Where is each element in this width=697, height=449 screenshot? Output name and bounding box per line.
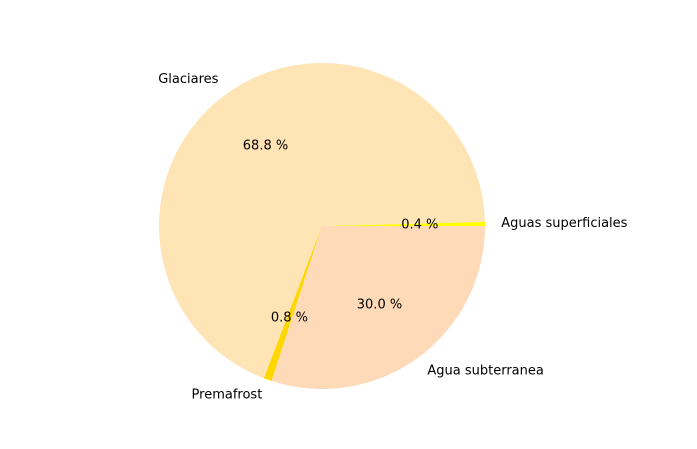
pct-label-aguas-superficiales: 0.4 %: [401, 217, 438, 232]
pct-label-agua-subterranea: 30.0 %: [357, 298, 402, 313]
slice-label-aguas-superficiales: Aguas superficiales: [501, 216, 627, 231]
slice-label-glaciares: Glaciares: [158, 72, 218, 87]
pie-slice-aguas-superficiales: [322, 221, 485, 226]
slice-label-agua-subterranea: Agua subterranea: [427, 364, 543, 379]
pct-label-glaciares: 68.8 %: [243, 139, 288, 154]
pct-label-premafrost: 0.8 %: [271, 311, 308, 326]
pie-slice-agua-subterranea: [271, 226, 485, 390]
pie-slice-premafrost: [263, 226, 322, 382]
pie-slice-glaciares: [158, 62, 485, 379]
pie-labels: Aguas superficiales 0.4 % Glaciares 68.8 % P…: [158, 72, 627, 402]
slice-label-premafrost: Premafrost: [192, 388, 263, 403]
pie-slices: [158, 62, 485, 390]
